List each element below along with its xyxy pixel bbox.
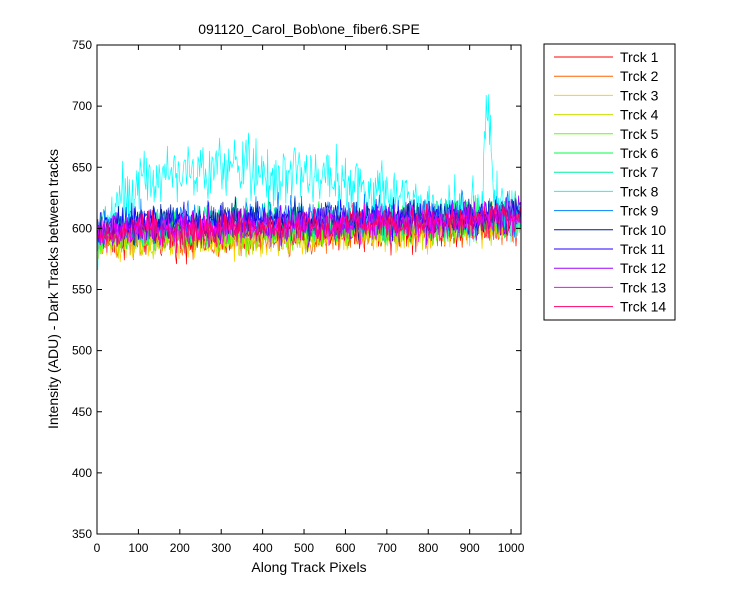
legend-label: Trck 9 [620,203,659,219]
x-tick-label: 800 [418,541,438,555]
legend-label: Trck 4 [620,107,659,123]
x-tick-label: 1000 [498,541,525,555]
series-line-14 [96,202,522,254]
y-tick-label: 600 [72,221,92,235]
legend-items: Trck 1 Trck 2 Trck 3 Trck 4 Trck 5 Trck 6 Trck… [554,49,666,315]
y-tick-label: 650 [72,160,92,174]
legend-label: Trck 7 [620,164,659,180]
x-tick-label: 400 [253,541,273,555]
x-tick-label: 600 [335,541,355,555]
x-tick-label: 100 [128,541,148,555]
legend-label: Trck 1 [620,49,659,65]
legend: Trck 1 Trck 2 Trck 3 Trck 4 Trck 5 Trck 6 Trck… [543,43,676,321]
x-axis-label: Along Track Pixels [251,559,366,575]
y-tick-label: 500 [72,344,92,358]
chart-title: 091120_Carol_Bob\one_fiber6.SPE [198,21,420,37]
y-tick-label: 350 [72,527,92,541]
y-tick-label: 400 [72,466,92,480]
legend-label: Trck 5 [620,126,659,142]
x-tick-label: 300 [211,541,231,555]
legend-label: Trck 2 [620,68,659,84]
y-axis-label: Intensity (ADU) - Dark Tracks between tr… [45,149,61,429]
x-tick-label: 200 [170,541,190,555]
y-tick-label: 700 [72,99,92,113]
legend-label: Trck 12 [620,260,666,276]
x-tick-label: 500 [294,541,314,555]
legend-label: Trck 6 [620,145,659,161]
legend-label: Trck 13 [620,279,666,295]
legend-label: Trck 8 [620,183,659,199]
x-tick-label: 900 [460,541,480,555]
y-axis-ticks: 350 400 450 500 550 600 650 700 750 [72,38,521,541]
legend-label: Trck 11 [620,241,665,257]
legend-box [543,43,676,321]
y-tick-label: 550 [72,283,92,297]
x-axis-ticks: 0 100 200 300 400 500 600 700 800 900 1000 [94,45,525,555]
legend-label: Trck 14 [620,299,666,315]
y-tick-label: 450 [72,405,92,419]
plot-area [97,45,521,534]
legend-label: Trck 10 [620,222,666,238]
y-tick-label: 750 [72,38,92,52]
legend-label: Trck 3 [620,87,659,103]
series-layer [96,94,522,271]
x-tick-label: 0 [94,541,101,555]
x-tick-label: 700 [377,541,397,555]
